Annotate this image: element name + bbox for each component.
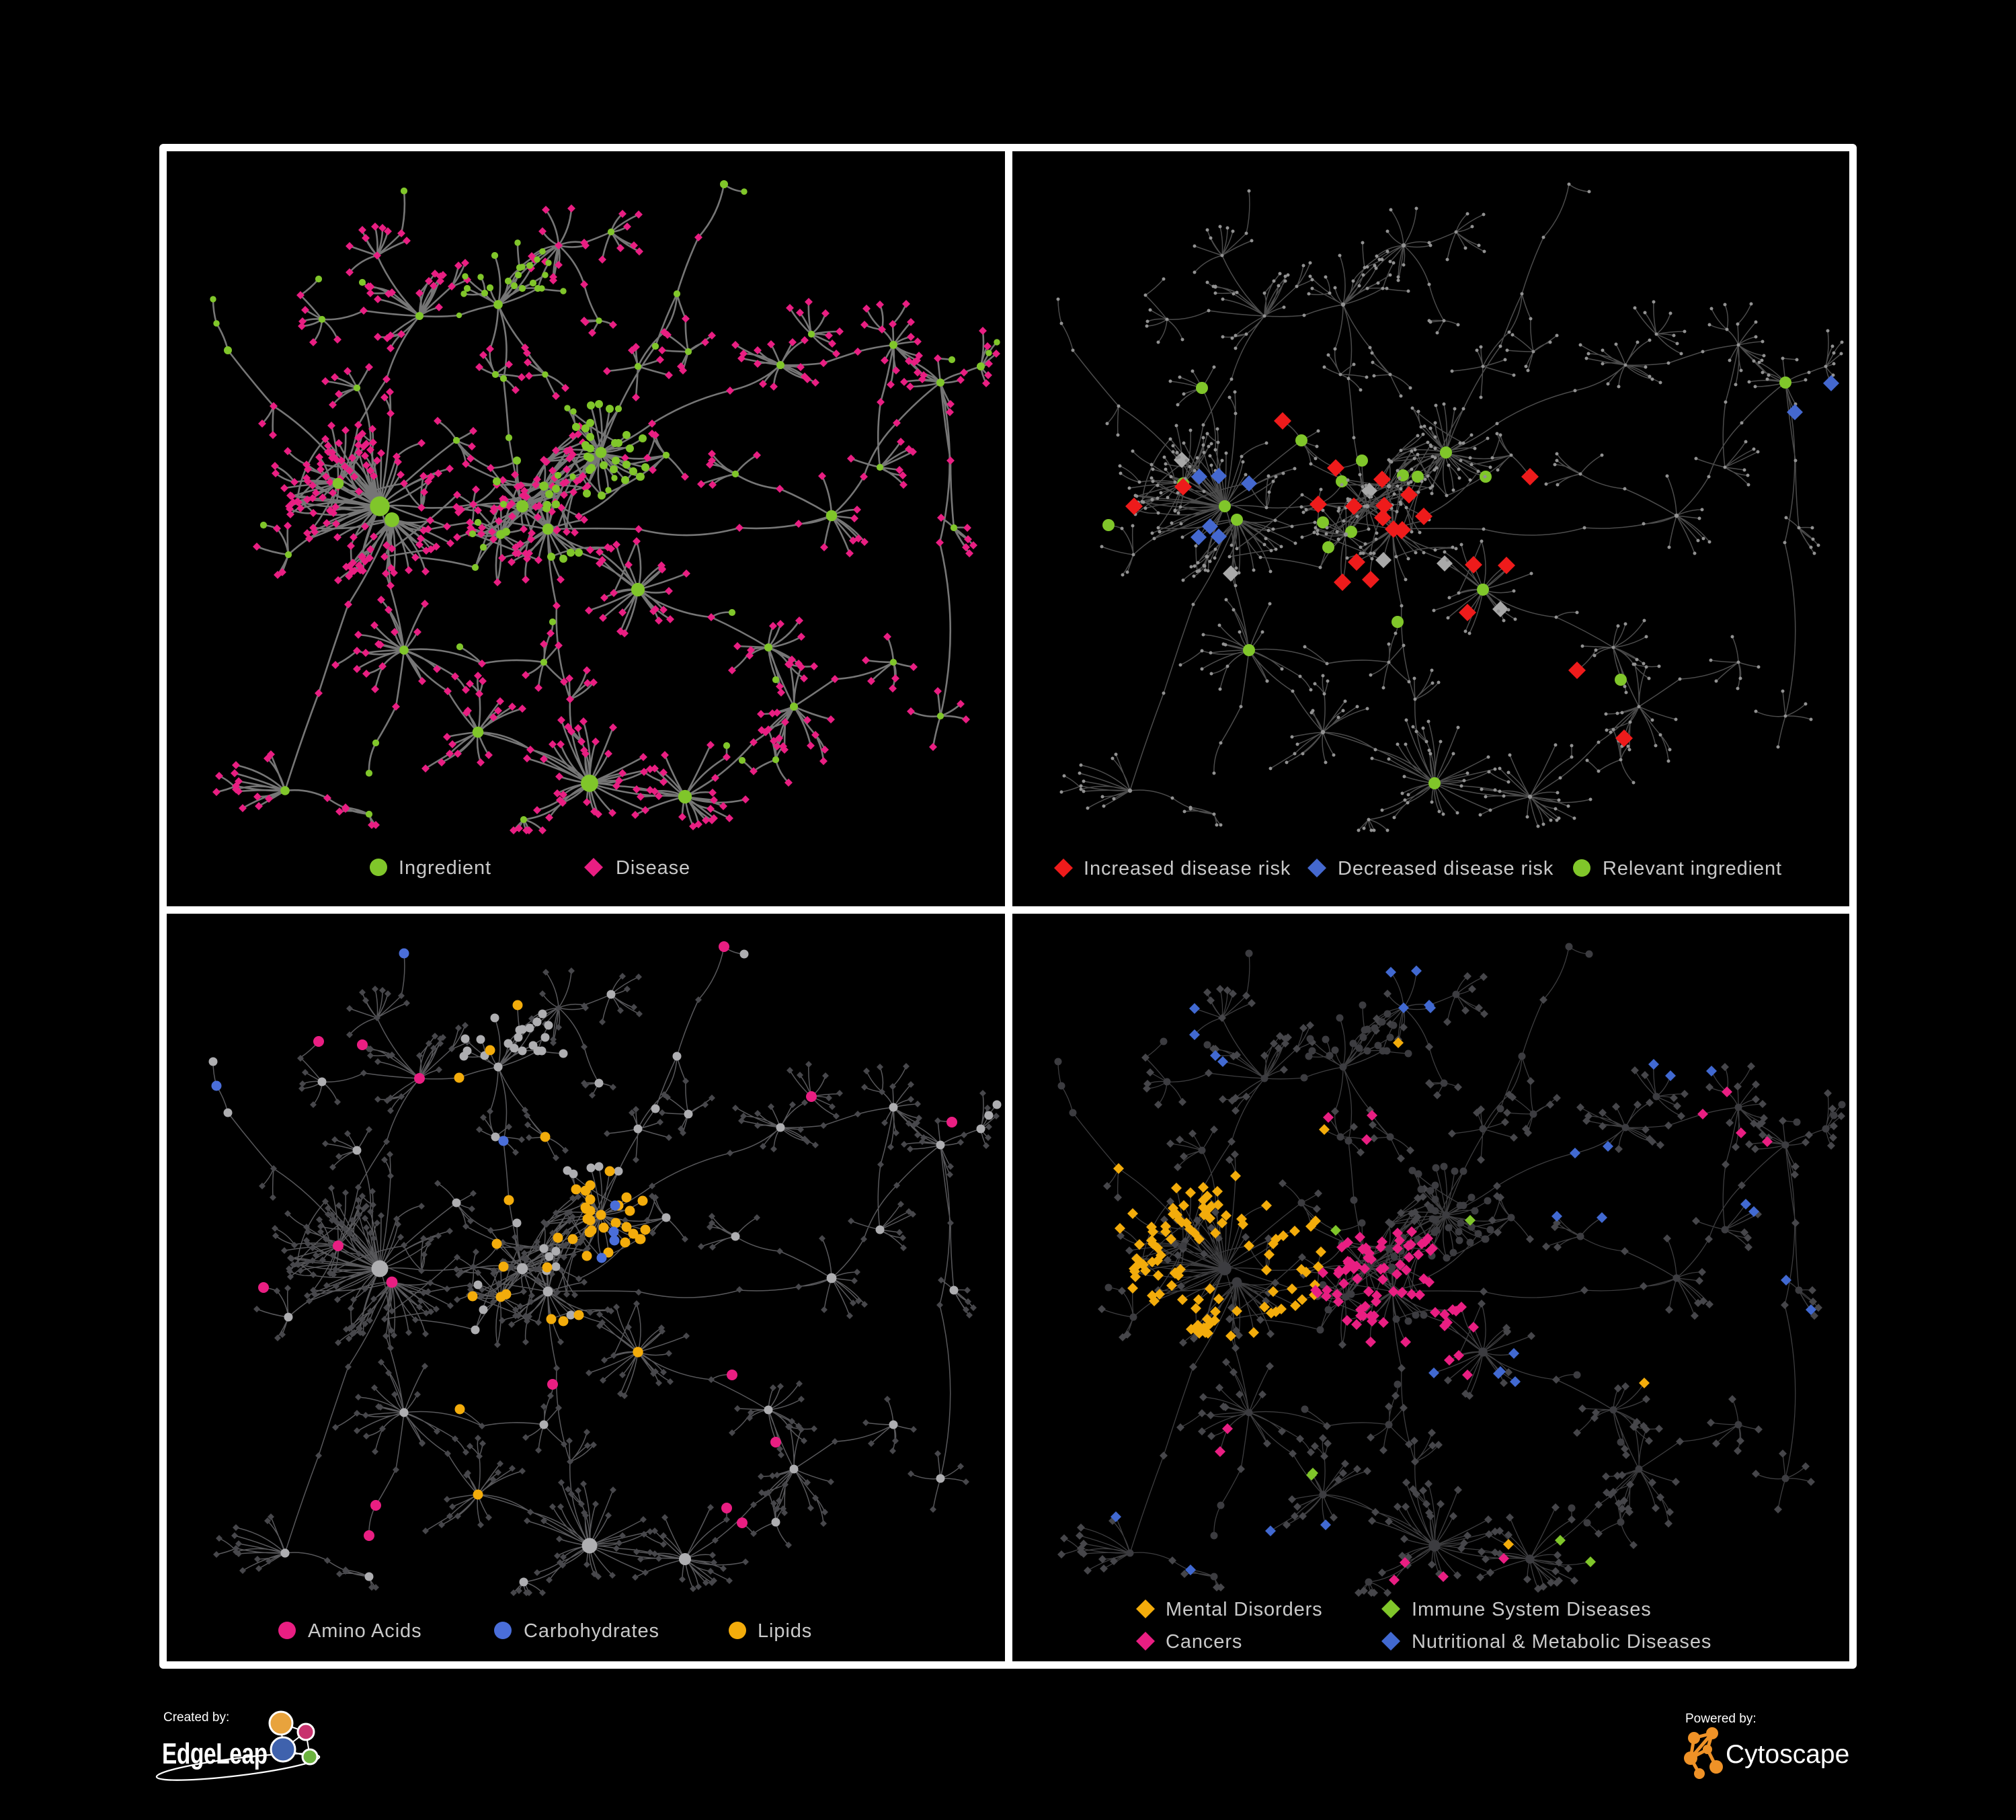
- svg-text:Relevant ingredient: Relevant ingredient: [1603, 858, 1782, 879]
- svg-text:Cancers: Cancers: [1166, 1631, 1242, 1653]
- svg-text:Lipids: Lipids: [758, 1620, 812, 1642]
- svg-text:Ingredient: Ingredient: [399, 857, 491, 879]
- svg-text:Immune System Diseases: Immune System Diseases: [1412, 1599, 1652, 1620]
- svg-text:Nutritional & Metabolic Diseas: Nutritional & Metabolic Diseases: [1412, 1631, 1711, 1653]
- svg-text:Amino Acids: Amino Acids: [308, 1620, 421, 1642]
- svg-text:Carbohydrates: Carbohydrates: [524, 1620, 659, 1642]
- svg-text:Created by:: Created by:: [163, 1710, 229, 1725]
- svg-text:EdgeLeap: EdgeLeap: [162, 1738, 268, 1770]
- svg-text:Decreased disease risk: Decreased disease risk: [1338, 858, 1554, 879]
- svg-text:Cytoscape: Cytoscape: [1726, 1740, 1849, 1769]
- svg-text:Powered by:: Powered by:: [1685, 1712, 1757, 1726]
- svg-text:Mental Disorders: Mental Disorders: [1166, 1599, 1323, 1620]
- svg-text:Increased disease risk: Increased disease risk: [1084, 858, 1291, 879]
- svg-text:Disease: Disease: [616, 857, 690, 879]
